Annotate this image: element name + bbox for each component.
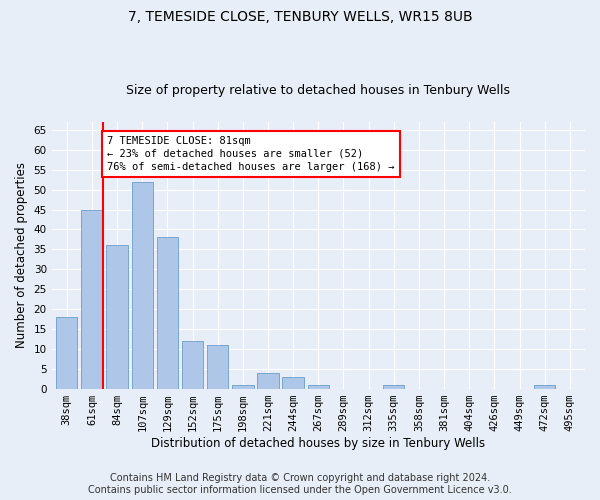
Text: Contains HM Land Registry data © Crown copyright and database right 2024.
Contai: Contains HM Land Registry data © Crown c… <box>88 474 512 495</box>
Text: 7 TEMESIDE CLOSE: 81sqm
← 23% of detached houses are smaller (52)
76% of semi-de: 7 TEMESIDE CLOSE: 81sqm ← 23% of detache… <box>107 136 395 172</box>
Title: Size of property relative to detached houses in Tenbury Wells: Size of property relative to detached ho… <box>127 84 511 97</box>
Bar <box>81 210 103 389</box>
Bar <box>232 385 254 389</box>
Bar <box>257 373 279 389</box>
X-axis label: Distribution of detached houses by size in Tenbury Wells: Distribution of detached houses by size … <box>151 437 485 450</box>
Bar <box>534 385 556 389</box>
Bar <box>106 246 128 389</box>
Bar <box>207 345 229 389</box>
Bar <box>56 318 77 389</box>
Bar <box>131 182 153 389</box>
Bar <box>308 385 329 389</box>
Y-axis label: Number of detached properties: Number of detached properties <box>15 162 28 348</box>
Text: 7, TEMESIDE CLOSE, TENBURY WELLS, WR15 8UB: 7, TEMESIDE CLOSE, TENBURY WELLS, WR15 8… <box>128 10 472 24</box>
Bar <box>283 377 304 389</box>
Bar <box>182 341 203 389</box>
Bar <box>157 238 178 389</box>
Bar <box>383 385 404 389</box>
